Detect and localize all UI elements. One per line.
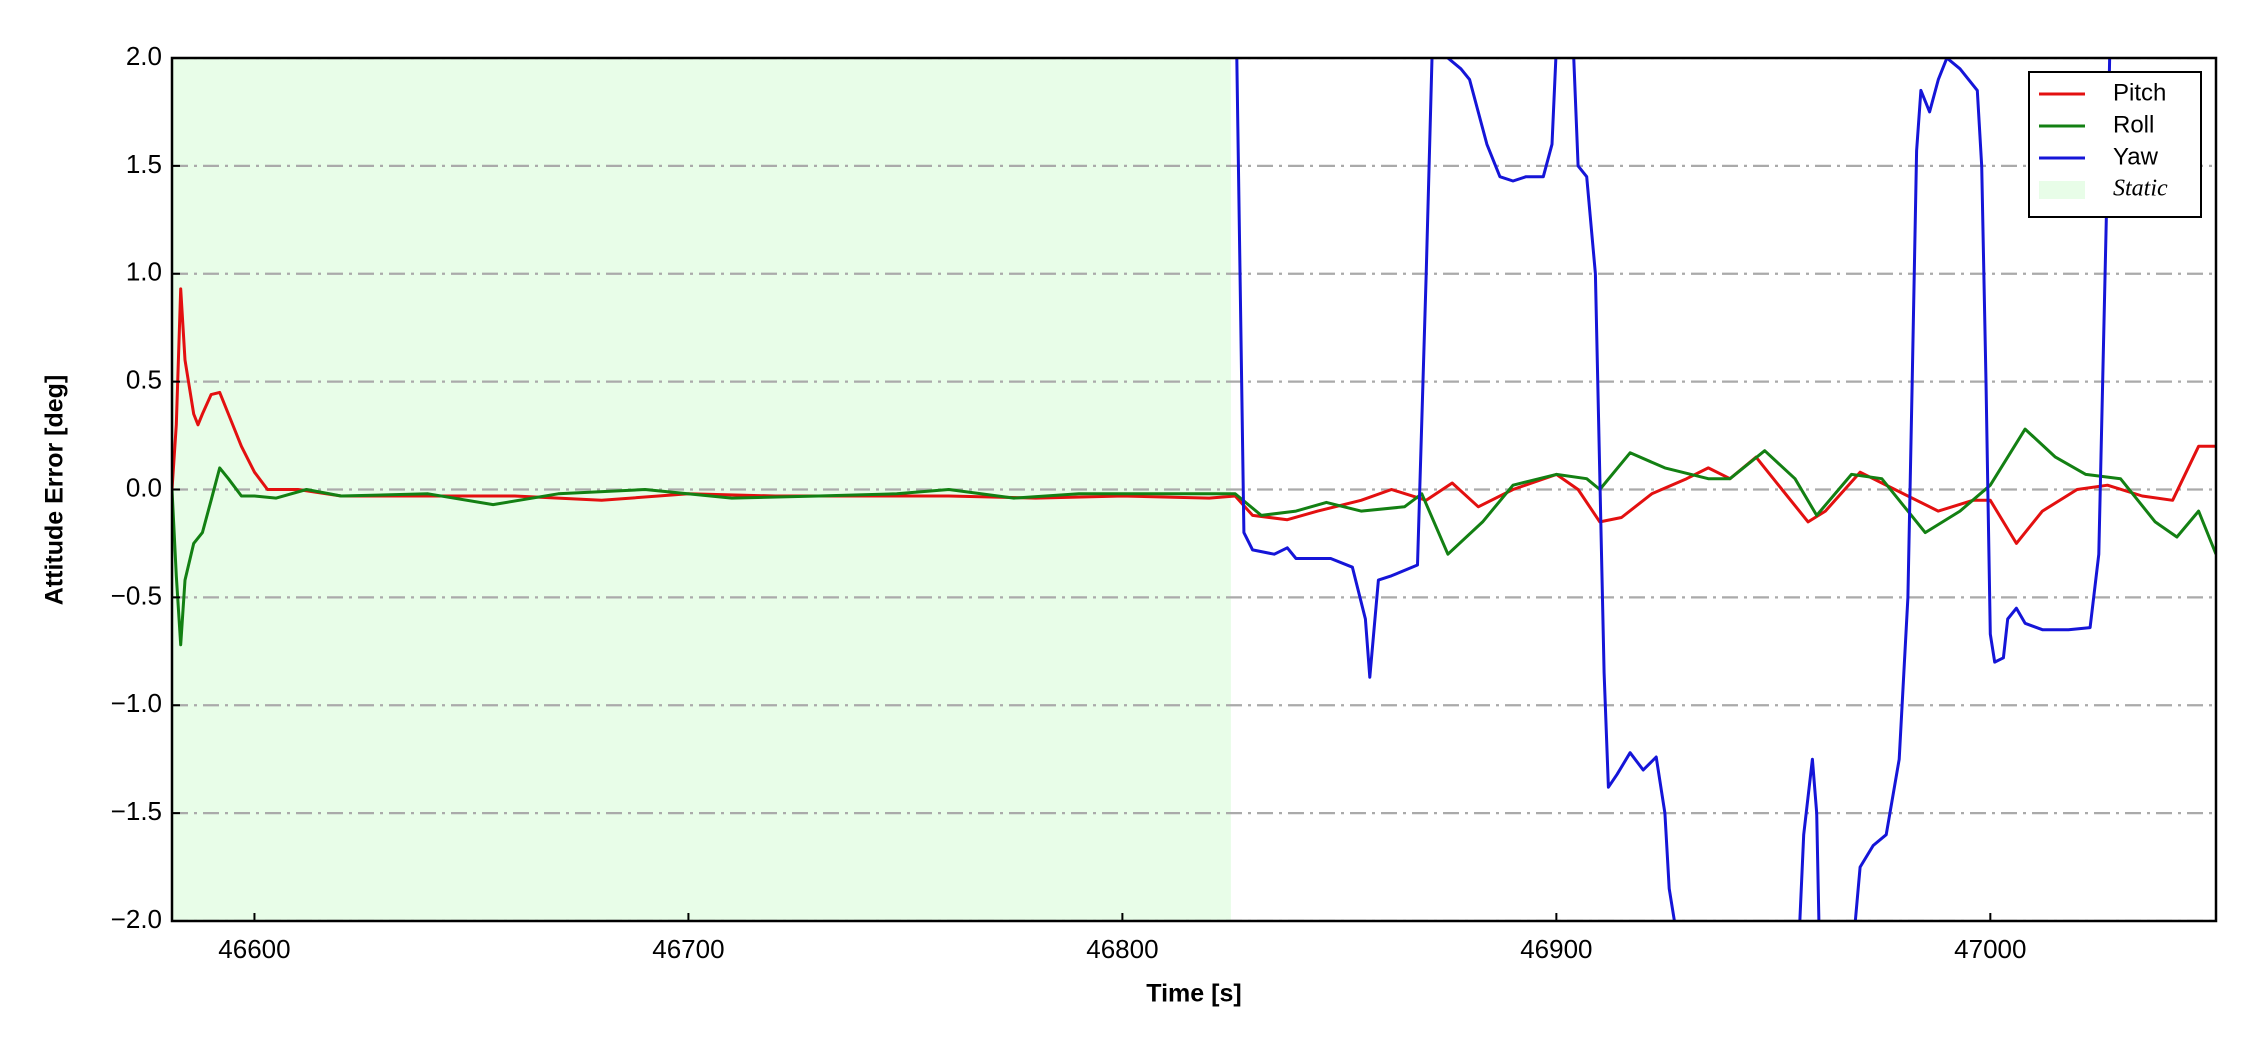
legend-label: Roll	[2113, 111, 2154, 138]
x-tick-label: 46800	[1086, 934, 1158, 964]
line-series	[172, 287, 2216, 545]
x-tick-label: 46600	[218, 934, 290, 964]
legend-label: Pitch	[2113, 79, 2166, 106]
y-tick-label: −1.5	[111, 796, 162, 826]
line-series	[1235, 58, 2112, 921]
x-tick-label: 46900	[1520, 934, 1592, 964]
y-axis-label: Attitude Error [deg]	[41, 375, 69, 606]
y-tick-label: 1.5	[126, 149, 162, 179]
y-tick-label: −1.0	[111, 688, 162, 718]
y-tick-label: 0.0	[126, 472, 162, 502]
x-tick-label: 46700	[652, 934, 724, 964]
legend-label: Static	[2113, 176, 2168, 202]
y-tick-label: 0.5	[126, 365, 162, 395]
y-tick-label: −2.0	[111, 904, 162, 934]
line-series	[172, 427, 2216, 647]
legend-label: Yaw	[2113, 143, 2159, 170]
x-axis-label: Time [s]	[1146, 980, 1241, 1008]
legend: Pitch Roll Yaw Static	[2028, 71, 2202, 218]
y-tick-label: 2.0	[126, 41, 162, 71]
legend-swatch	[2039, 181, 2085, 199]
plot-area	[172, 58, 2216, 921]
x-tick-label: 47000	[1954, 934, 2026, 964]
y-tick-label: −0.5	[111, 580, 162, 610]
y-tick-label: 1.0	[126, 257, 162, 287]
